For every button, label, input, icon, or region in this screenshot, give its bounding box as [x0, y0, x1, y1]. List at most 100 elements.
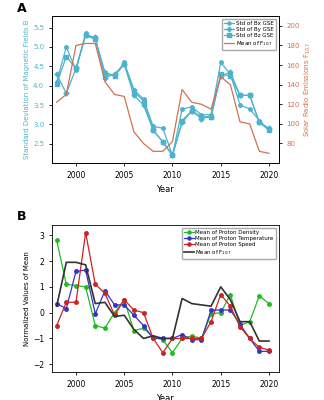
Mean of F$_{10.7}$	[190, 301, 194, 306]
Mean of F$_{10.7}$	[257, 339, 261, 344]
Std of Bz GSE	[248, 93, 252, 98]
Text: B: B	[17, 210, 26, 224]
Mean of Proton Speed	[209, 319, 213, 324]
Mean of Proton Speed	[103, 291, 107, 296]
Mean of Proton Temperature	[180, 332, 184, 337]
Std of By GSE	[219, 74, 223, 78]
Std of Bz GSE	[161, 140, 165, 144]
Std of Bx GSE	[122, 60, 126, 65]
Line: Mean of F$_{10.7}$: Mean of F$_{10.7}$	[57, 262, 269, 341]
Std of By GSE	[55, 72, 59, 76]
Mean of F$_{10.7}$	[209, 107, 213, 112]
Std of Bx GSE	[257, 118, 261, 123]
Std of Bx GSE	[64, 44, 68, 49]
Mean of F$_{10.7}$	[113, 314, 117, 319]
Std of Bz GSE	[219, 72, 223, 76]
Std of By GSE	[200, 116, 203, 121]
Std of Bx GSE	[151, 124, 155, 129]
Mean of Proton Density	[238, 323, 242, 328]
Mean of Proton Temperature	[113, 302, 117, 307]
Legend: Mean of Proton Density, Mean of Proton Temperature, Mean of Proton Speed, Mean o: Mean of Proton Density, Mean of Proton T…	[181, 228, 276, 259]
Std of Bx GSE	[103, 70, 107, 74]
Mean of Proton Temperature	[132, 313, 136, 318]
Std of By GSE	[267, 126, 271, 131]
Legend: Std of Bx GSE, Std of By GSE, Std of Bz GSE, Mean of F$_{10.7}$: Std of Bx GSE, Std of By GSE, Std of Bz …	[222, 19, 276, 50]
Mean of F$_{10.7}$	[267, 339, 271, 344]
Mean of F$_{10.7}$	[170, 139, 174, 144]
Mean of F$_{10.7}$	[209, 304, 213, 308]
Std of By GSE	[170, 153, 174, 158]
Mean of F$_{10.7}$	[55, 304, 59, 308]
Mean of F$_{10.7}$	[84, 262, 87, 267]
Mean of F$_{10.7}$	[151, 334, 155, 338]
Mean of Proton Speed	[200, 336, 203, 341]
Std of Bz GSE	[267, 128, 271, 133]
Std of By GSE	[113, 72, 117, 76]
Mean of F$_{10.7}$	[257, 149, 261, 154]
Mean of Proton Temperature	[190, 337, 194, 342]
Mean of Proton Speed	[132, 308, 136, 312]
Mean of Proton Speed	[74, 300, 78, 305]
Mean of Proton Speed	[151, 336, 155, 341]
Std of Bz GSE	[228, 74, 232, 78]
Mean of Proton Density	[200, 336, 203, 341]
Std of By GSE	[161, 140, 165, 144]
Std of Bx GSE	[161, 126, 165, 131]
Mean of F$_{10.7}$	[180, 87, 184, 92]
Std of By GSE	[142, 103, 145, 108]
Mean of F$_{10.7}$	[84, 41, 87, 46]
Mean of F$_{10.7}$	[161, 149, 165, 154]
Mean of F$_{10.7}$	[180, 296, 184, 301]
Std of Bx GSE	[248, 106, 252, 111]
Mean of Proton Density	[267, 301, 271, 306]
Mean of Proton Density	[228, 292, 232, 297]
Mean of Proton Density	[74, 283, 78, 288]
Std of Bz GSE	[238, 93, 242, 98]
Mean of F$_{10.7}$	[200, 302, 203, 307]
Y-axis label: Solar Radio Emissions F$_{10.7}$: Solar Radio Emissions F$_{10.7}$	[303, 42, 313, 137]
Mean of Proton Density	[151, 335, 155, 340]
Mean of F$_{10.7}$	[55, 100, 59, 105]
Mean of Proton Density	[55, 238, 59, 243]
Std of By GSE	[122, 62, 126, 67]
Std of Bx GSE	[170, 153, 174, 158]
Mean of Proton Density	[257, 294, 261, 298]
Std of Bx GSE	[219, 60, 223, 65]
Line: Std of By GSE: Std of By GSE	[55, 34, 271, 157]
Mean of Proton Temperature	[142, 323, 145, 328]
Std of Bx GSE	[190, 104, 194, 109]
Mean of F$_{10.7}$	[74, 260, 78, 265]
Mean of Proton Density	[64, 282, 68, 287]
Std of By GSE	[74, 66, 78, 71]
Mean of Proton Temperature	[93, 312, 97, 316]
Mean of Proton Speed	[248, 336, 252, 341]
Std of Bz GSE	[200, 114, 203, 119]
Mean of Proton Density	[170, 350, 174, 355]
Mean of F$_{10.7}$	[248, 122, 252, 126]
Std of By GSE	[248, 93, 252, 98]
Mean of Proton Speed	[113, 313, 117, 318]
Y-axis label: Normalized Values of Mean: Normalized Values of Mean	[24, 251, 30, 346]
Mean of Proton Density	[103, 326, 107, 330]
Text: A: A	[17, 2, 26, 14]
Std of By GSE	[209, 114, 213, 119]
Mean of Proton Temperature	[151, 336, 155, 341]
Mean of Proton Temperature	[161, 336, 165, 341]
Std of By GSE	[238, 93, 242, 98]
Mean of Proton Speed	[55, 323, 59, 328]
Mean of Proton Speed	[122, 297, 126, 302]
Line: Mean of Proton Speed: Mean of Proton Speed	[55, 231, 271, 354]
Mean of Proton Speed	[180, 336, 184, 341]
Mean of F$_{10.7}$	[103, 300, 107, 305]
Mean of Proton Temperature	[84, 268, 87, 272]
Std of Bz GSE	[257, 120, 261, 125]
Std of Bz GSE	[84, 33, 87, 38]
Mean of Proton Temperature	[248, 336, 252, 341]
Std of By GSE	[64, 91, 68, 96]
Mean of F$_{10.7}$	[267, 151, 271, 156]
Mean of Proton Density	[84, 284, 87, 289]
Std of Bx GSE	[93, 37, 97, 42]
Mean of Proton Speed	[257, 345, 261, 350]
Mean of F$_{10.7}$	[161, 336, 165, 341]
Std of By GSE	[132, 93, 136, 98]
